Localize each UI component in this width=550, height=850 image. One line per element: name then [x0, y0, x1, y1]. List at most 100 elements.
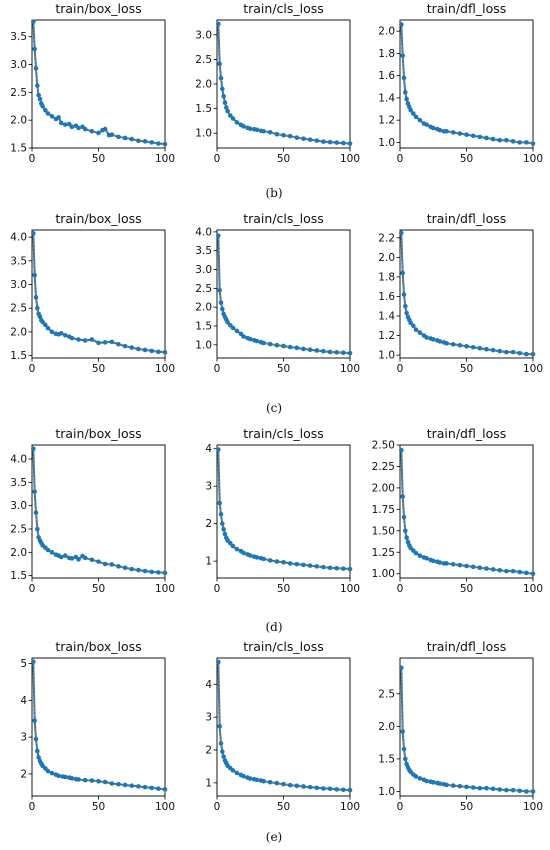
y-tick-label: 1.5 — [10, 143, 27, 155]
y-tick-label: 2.5 — [195, 54, 212, 66]
data-point — [484, 785, 489, 791]
data-point — [444, 129, 449, 134]
data-point — [230, 768, 236, 773]
data-point — [162, 570, 168, 576]
data-point — [45, 325, 51, 331]
data-point — [261, 128, 266, 134]
y-tick-label: 1.5 — [10, 570, 27, 582]
chart-c-cls-loss: train/cls_loss 0 50 100 1.0 1.5 2.0 2.5 3.0 3.5 4.… — [195, 211, 360, 375]
data-point — [399, 665, 404, 671]
data-point — [241, 550, 246, 556]
data-point — [149, 140, 154, 145]
data-point — [424, 335, 429, 340]
data-point — [76, 125, 81, 131]
data-point — [136, 138, 141, 144]
y-tick-label: 1.0 — [195, 128, 212, 140]
data-point — [321, 564, 326, 570]
data-point — [347, 566, 353, 572]
data-point — [58, 554, 64, 560]
y-tick-label: 4.0 — [10, 454, 27, 466]
data-point — [58, 120, 64, 126]
plot-frame — [399, 657, 534, 797]
data-point — [444, 561, 449, 566]
data-point — [504, 349, 509, 355]
data-point — [477, 785, 483, 791]
data-point — [32, 46, 37, 52]
smoothed-line — [217, 235, 351, 354]
data-point — [234, 770, 240, 776]
data-point — [234, 120, 240, 125]
data-point — [33, 295, 39, 300]
data-point — [437, 339, 443, 344]
data-point — [411, 111, 416, 116]
data-point — [247, 553, 253, 558]
y-tick-label: 3.5 — [10, 477, 27, 489]
smoothed-line — [400, 232, 533, 355]
data-point — [517, 350, 522, 356]
data-point — [450, 561, 456, 567]
data-point — [136, 346, 141, 352]
data-point — [327, 786, 333, 792]
data-point — [341, 350, 346, 356]
data-point — [403, 528, 408, 534]
data-point — [430, 337, 436, 342]
smoothed-line — [32, 21, 166, 145]
plot-frame — [216, 444, 351, 579]
data-point — [281, 132, 286, 138]
data-point — [490, 136, 496, 142]
data-point — [96, 778, 101, 784]
data-point — [102, 340, 108, 345]
data-point — [307, 137, 313, 142]
data-point — [234, 546, 240, 552]
y-tick-label: 2.0 — [10, 115, 27, 127]
plot-frame — [216, 19, 351, 149]
data-point — [464, 132, 469, 137]
data-point — [261, 340, 266, 346]
data-point — [403, 90, 408, 95]
data-point — [261, 778, 266, 784]
x-tick-label: 100 — [340, 153, 360, 165]
x-tick-label: 0 — [214, 801, 221, 813]
x-tick-label: 50 — [460, 153, 473, 165]
x-tick-label: 0 — [29, 583, 36, 595]
loss-line — [217, 661, 351, 792]
data-point — [444, 782, 449, 788]
chart-title: train/dfl_loss — [427, 211, 507, 226]
data-point — [457, 342, 463, 348]
x-tick-label: 0 — [397, 801, 404, 813]
data-point — [464, 784, 469, 790]
y-tick-label: 2.0 — [10, 326, 27, 338]
data-point — [49, 113, 55, 119]
data-point — [89, 778, 95, 783]
loss-line — [32, 233, 166, 354]
y-tick-label: 1.2 — [378, 115, 395, 127]
y-tick-label: 3.0 — [195, 264, 212, 276]
data-point — [341, 787, 346, 793]
x-tick-label: 50 — [460, 801, 473, 813]
data-point — [49, 550, 55, 555]
data-point — [497, 348, 503, 354]
data-point — [287, 344, 293, 350]
data-point — [281, 559, 286, 565]
data-point — [43, 107, 48, 113]
data-point — [437, 781, 443, 786]
data-point — [417, 776, 423, 781]
data-point — [401, 514, 407, 520]
x-tick-label: 0 — [397, 363, 404, 375]
data-point — [294, 135, 300, 140]
data-point — [417, 117, 423, 123]
y-tick-label: 2.00 — [372, 482, 395, 494]
data-point — [162, 787, 168, 792]
data-point — [504, 787, 509, 793]
data-point — [287, 561, 293, 566]
data-point — [400, 53, 405, 58]
data-point — [444, 341, 449, 346]
y-tick-label: 4 — [205, 679, 212, 691]
data-point — [142, 139, 148, 144]
data-point — [216, 21, 221, 27]
data-point — [96, 340, 101, 346]
data-point — [437, 127, 443, 133]
smoothed-line — [32, 233, 166, 353]
y-tick-label: 1.0 — [378, 350, 395, 362]
data-point — [399, 22, 404, 27]
